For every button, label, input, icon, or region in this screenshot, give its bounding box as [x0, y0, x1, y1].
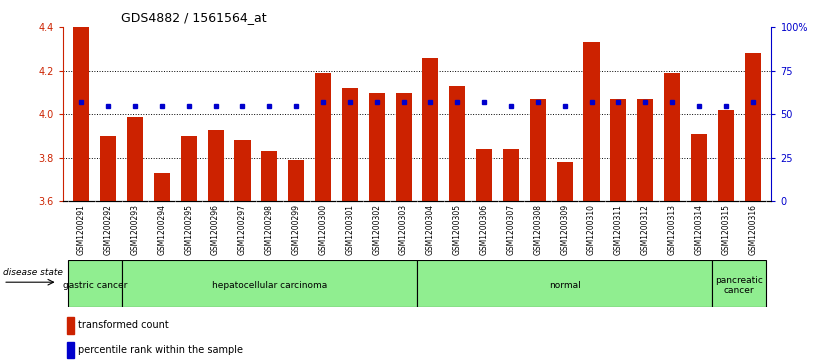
Text: GSM1200305: GSM1200305	[453, 204, 462, 256]
Text: GSM1200303: GSM1200303	[399, 204, 408, 256]
Text: normal: normal	[549, 281, 580, 290]
Bar	[584, 42, 600, 363]
Bar	[395, 93, 412, 363]
Bar	[417, 260, 712, 307]
Bar	[73, 27, 89, 363]
Bar	[450, 86, 465, 363]
Text: disease state: disease state	[3, 268, 63, 277]
Bar	[67, 317, 74, 334]
Text: GSM1200309: GSM1200309	[560, 204, 569, 256]
Text: GSM1200316: GSM1200316	[748, 204, 757, 255]
Bar	[208, 130, 224, 363]
Text: GSM1200298: GSM1200298	[265, 204, 274, 255]
Bar	[422, 58, 439, 363]
Text: GSM1200300: GSM1200300	[319, 204, 328, 256]
Text: GSM1200307: GSM1200307	[506, 204, 515, 256]
Text: hepatocellular carcinoma: hepatocellular carcinoma	[212, 281, 327, 290]
Text: GSM1200315: GSM1200315	[721, 204, 731, 255]
Bar	[691, 134, 707, 363]
Text: GSM1200314: GSM1200314	[695, 204, 703, 255]
Bar	[68, 260, 122, 307]
Bar	[122, 260, 417, 307]
Bar	[181, 136, 197, 363]
Bar	[530, 99, 546, 363]
Text: GSM1200297: GSM1200297	[238, 204, 247, 255]
Bar	[288, 160, 304, 363]
Text: percentile rank within the sample: percentile rank within the sample	[78, 345, 244, 355]
Bar	[712, 260, 766, 307]
Bar	[610, 99, 626, 363]
Text: GSM1200304: GSM1200304	[426, 204, 435, 256]
Text: GSM1200302: GSM1200302	[372, 204, 381, 255]
Text: GSM1200313: GSM1200313	[667, 204, 676, 255]
Text: transformed count: transformed count	[78, 320, 169, 330]
Bar	[234, 140, 250, 363]
Bar	[127, 117, 143, 363]
Text: GSM1200294: GSM1200294	[158, 204, 167, 255]
Text: GSM1200312: GSM1200312	[641, 204, 650, 255]
Text: GSM1200296: GSM1200296	[211, 204, 220, 255]
Text: GSM1200311: GSM1200311	[614, 204, 623, 255]
Bar	[153, 173, 170, 363]
Text: GSM1200306: GSM1200306	[480, 204, 489, 256]
Bar	[100, 136, 116, 363]
Bar	[503, 149, 519, 363]
Bar	[476, 149, 492, 363]
Bar	[67, 342, 74, 359]
Bar	[261, 151, 278, 363]
Text: GSM1200293: GSM1200293	[131, 204, 139, 255]
Text: GSM1200291: GSM1200291	[77, 204, 86, 255]
Text: GSM1200299: GSM1200299	[292, 204, 301, 255]
Bar	[342, 88, 358, 363]
Bar	[637, 99, 653, 363]
Text: gastric cancer: gastric cancer	[63, 281, 127, 290]
Text: GSM1200292: GSM1200292	[103, 204, 113, 255]
Bar	[718, 110, 734, 363]
Text: GSM1200301: GSM1200301	[345, 204, 354, 255]
Text: pancreatic
cancer: pancreatic cancer	[716, 276, 763, 295]
Text: GSM1200310: GSM1200310	[587, 204, 596, 255]
Text: GDS4882 / 1561564_at: GDS4882 / 1561564_at	[121, 11, 267, 24]
Bar	[745, 53, 761, 363]
Bar	[315, 73, 331, 363]
Text: GSM1200308: GSM1200308	[533, 204, 542, 255]
Bar	[369, 93, 384, 363]
Bar	[556, 162, 573, 363]
Text: GSM1200295: GSM1200295	[184, 204, 193, 255]
Bar	[664, 73, 681, 363]
